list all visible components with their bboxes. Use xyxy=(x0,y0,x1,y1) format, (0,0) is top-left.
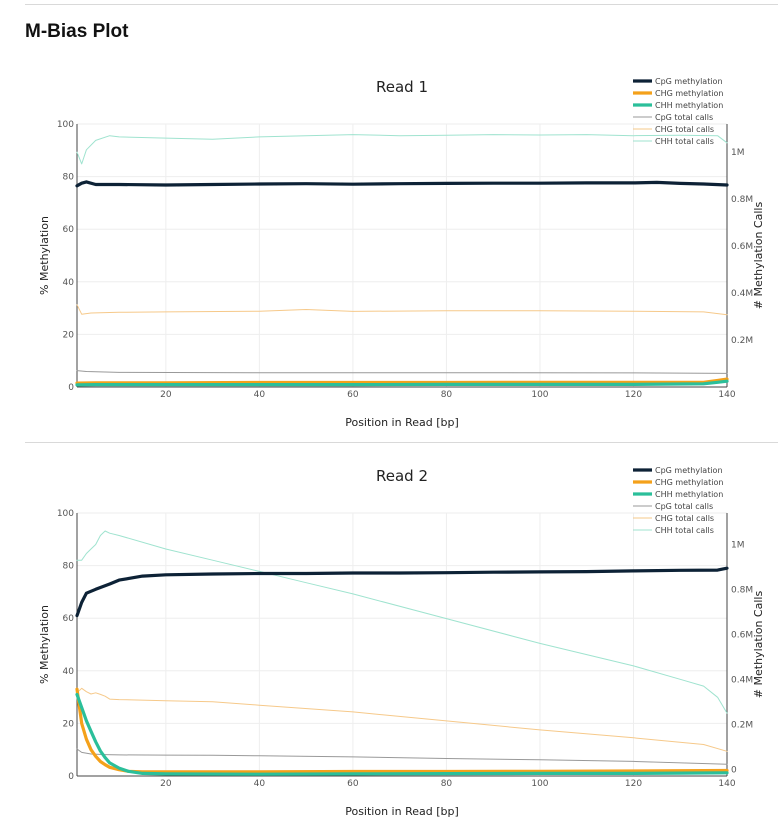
read2-y2-tick-label: 0 xyxy=(731,765,737,775)
read1-x-tick-label: 100 xyxy=(531,390,548,400)
read2-y-tick-label: 0 xyxy=(68,772,74,782)
read1-y2-tick-label: 1M xyxy=(731,148,745,158)
read1-y-tick-label: 80 xyxy=(63,173,75,183)
read1-legend-label-cpg: CpG methylation xyxy=(655,77,723,86)
read2-y-tick-label: 100 xyxy=(57,509,74,519)
read2-x-tick-label: 80 xyxy=(441,779,453,789)
read2-y-tick-label: 60 xyxy=(63,614,75,624)
read1-y2-tick-label: 0.8M xyxy=(731,195,753,205)
read1-x-tick-label: 140 xyxy=(718,390,735,400)
read1-chart-title: Read 1 xyxy=(376,78,428,96)
read2-chart-title: Read 2 xyxy=(376,467,428,485)
read2-y-tick-label: 80 xyxy=(63,562,75,572)
read1-legend-label-chg: CHG methylation xyxy=(655,89,723,98)
read2-x-tick-label: 100 xyxy=(531,779,548,789)
read1-legend-label-cpg-calls: CpG total calls xyxy=(655,113,713,122)
read1-chart: 20 40 60 80 100 120 140 0 20 40 60 80 100 0.2M 0.4M 0.6… xyxy=(38,77,765,429)
read2-legend-item-chg[interactable]: CHG methylation xyxy=(633,478,723,487)
read2-y-axis-title: % Methylation xyxy=(38,605,51,684)
read1-x-tick-label: 40 xyxy=(254,390,266,400)
read1-x-axis-title: Position in Read [bp] xyxy=(345,416,459,429)
read1-series-chg-line xyxy=(75,377,729,385)
read1-x-tick-label: 120 xyxy=(625,390,642,400)
read1-series-chh-line xyxy=(75,379,729,387)
read2-legend-label-chh: CHH methylation xyxy=(655,490,723,499)
read1-y-tick-label: 100 xyxy=(57,120,74,130)
read2-chart: 20 40 60 80 100 120 140 0 20 40 60 80 100 0 0.2M 0.4M 0.… xyxy=(38,466,765,818)
read2-y2-tick-label: 0.6M xyxy=(731,630,753,640)
top-divider xyxy=(25,4,778,5)
read2-x-tick-label: 40 xyxy=(254,779,266,789)
read2-x-axis-title: Position in Read [bp] xyxy=(345,805,459,818)
read1-legend-item-chg[interactable]: CHG methylation xyxy=(633,89,723,98)
read1-series-chg-calls-line xyxy=(76,304,728,316)
read2-y2-tick-label: 0.4M xyxy=(731,675,753,685)
read2-y2-tick-label: 0.2M xyxy=(731,720,753,730)
read1-legend-item-cpg[interactable]: CpG methylation xyxy=(633,77,723,86)
read2-legend-label-cpg-calls: CpG total calls xyxy=(655,502,713,511)
read2-x-tick-label: 120 xyxy=(625,779,642,789)
read2-series-cpg-line xyxy=(75,566,729,618)
read2-legend-label-cpg: CpG methylation xyxy=(655,466,723,475)
read2-series-chg-calls-line xyxy=(76,687,728,752)
read2-y2-tick-label: 0.8M xyxy=(731,585,753,595)
read1-y2-axis-title: # Methylation Calls xyxy=(752,202,765,310)
read2-legend-item-chh[interactable]: CHH methylation xyxy=(633,490,723,499)
read2-series-cpg-calls-line xyxy=(76,748,728,765)
read2-x-tick-label: 60 xyxy=(347,779,359,789)
read2-legend-label-chh-calls: CHH total calls xyxy=(655,526,714,535)
read2-series-chh-calls-line xyxy=(76,530,728,714)
read2-x-tick-label: 20 xyxy=(160,779,172,789)
read1-series-chh-calls-line xyxy=(76,134,728,165)
section-divider xyxy=(25,442,778,443)
read1-legend-item-chh-calls[interactable]: CHH total calls xyxy=(633,137,714,146)
read2-y2-axis-title: # Methylation Calls xyxy=(752,591,765,699)
read1-x-tick-label: 20 xyxy=(160,390,172,400)
read1-y-tick-label: 60 xyxy=(63,225,75,235)
read1-y2-tick-label: 0.2M xyxy=(731,336,753,346)
read1-series-cpg-calls-line xyxy=(76,370,728,374)
read2-y2-tick-label: 1M xyxy=(731,540,745,550)
read1-y-tick-label: 40 xyxy=(63,278,75,288)
read1-legend-label-chh: CHH methylation xyxy=(655,101,723,110)
read2-series-chh-line xyxy=(75,692,729,776)
read1-series-cpg-line xyxy=(75,180,729,188)
read1-legend-label-chh-calls: CHH total calls xyxy=(655,137,714,146)
read1-legend-item-chg-calls[interactable]: CHG total calls xyxy=(633,125,714,134)
read2-legend-item-cpg[interactable]: CpG methylation xyxy=(633,466,723,475)
read2-legend-label-chg-calls: CHG total calls xyxy=(655,514,714,523)
read1-legend-item-chh[interactable]: CHH methylation xyxy=(633,101,723,110)
read1-y2-tick-label: 0.6M xyxy=(731,242,753,252)
read2-y-tick-label: 20 xyxy=(63,719,75,729)
read1-y-tick-label: 20 xyxy=(63,330,75,340)
read2-legend-item-chh-calls[interactable]: CHH total calls xyxy=(633,526,714,535)
read1-legend-item-cpg-calls[interactable]: CpG total calls xyxy=(633,113,713,122)
read2-legend-item-cpg-calls[interactable]: CpG total calls xyxy=(633,502,713,511)
read1-y-axis-title: % Methylation xyxy=(38,216,51,295)
read1-y-tick-label: 0 xyxy=(68,383,74,393)
read2-series-chg-line xyxy=(75,687,729,774)
read1-x-tick-label: 80 xyxy=(441,390,453,400)
read2-legend-item-chg-calls[interactable]: CHG total calls xyxy=(633,514,714,523)
read2-legend-label-chg: CHG methylation xyxy=(655,478,723,487)
read1-x-tick-label: 60 xyxy=(347,390,359,400)
read1-legend-label-chg-calls: CHG total calls xyxy=(655,125,714,134)
page-title: M-Bias Plot xyxy=(25,21,129,42)
read1-y2-tick-label: 0.4M xyxy=(731,289,753,299)
read2-y-tick-label: 40 xyxy=(63,667,75,677)
read2-x-tick-label: 140 xyxy=(718,779,735,789)
